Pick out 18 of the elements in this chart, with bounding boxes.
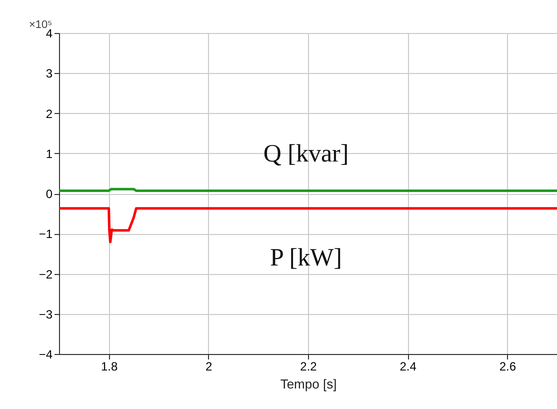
y-tick-label: 4: [46, 26, 53, 40]
y-tick-label: −1: [38, 227, 53, 242]
y-tick-label: 3: [46, 66, 53, 81]
series-label: Q [kvar]: [263, 140, 349, 168]
series-label: P [kW]: [270, 244, 342, 272]
y-tick-label: 2: [46, 106, 53, 121]
y-tick-label: −4: [38, 348, 53, 362]
x-tick-label: 1.8: [100, 360, 118, 374]
x-tick-label: 2: [206, 360, 213, 374]
y-tick-label: 1: [46, 146, 53, 161]
x-tick-label: 2.4: [400, 360, 417, 374]
y-tick-label: −3: [38, 307, 53, 322]
x-tick-label: 2.6: [499, 360, 516, 374]
y-tick-label: 0: [46, 187, 53, 201]
y-tick-label: −2: [38, 267, 53, 282]
x-axis-title: Tempo [s]: [280, 376, 337, 392]
x-tick-label: 2.2: [300, 360, 318, 374]
line-series: [58, 207, 557, 244]
